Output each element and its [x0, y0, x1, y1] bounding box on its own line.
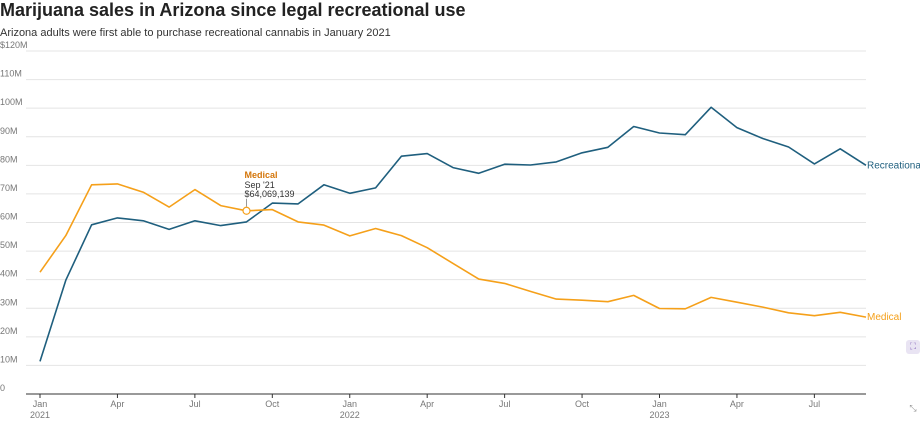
- expand-icon[interactable]: ⤡: [906, 402, 920, 416]
- y-tick-label: 50M: [0, 240, 18, 250]
- tooltip-marker: [242, 206, 251, 215]
- y-tick-label: 20M: [0, 326, 18, 336]
- x-tick-label: Jul: [809, 399, 821, 409]
- y-tick-label: 0: [0, 383, 5, 393]
- x-tick-label: Oct: [265, 399, 280, 409]
- axis-layer: 0 10M 20M 30M 40M 50M 60M 70M 80M 90M 100M 110M $120…: [0, 40, 866, 420]
- y-tick-label: 30M: [0, 297, 18, 307]
- x-tick-year-label: 2022: [340, 410, 360, 420]
- medical-series-label: Medical: [867, 312, 901, 323]
- x-tick-year-label: 2023: [649, 410, 669, 420]
- x-tick-label: Jan: [652, 399, 667, 409]
- y-tick-label: 100M: [0, 97, 23, 107]
- tooltip-date: Sep '21: [245, 180, 275, 190]
- y-tick-label: 60M: [0, 212, 18, 222]
- recreational-series-label: Recreational: [867, 160, 920, 171]
- x-tick-label: Apr: [730, 399, 744, 409]
- recreational-series-line[interactable]: [39, 106, 867, 362]
- x-tick-label: Jul: [499, 399, 511, 409]
- y-tick-label: $120M: [0, 40, 28, 50]
- x-tick-label: Jan: [342, 399, 357, 409]
- tooltip: Medical Sep '21 $64,069,139: [242, 170, 295, 215]
- chart-subtitle: Arizona adults were first able to purcha…: [0, 27, 391, 39]
- x-tick-year-label: 2021: [30, 410, 50, 420]
- y-tick-label: 80M: [0, 154, 18, 164]
- x-tick-label: Apr: [110, 399, 124, 409]
- y-tick-label: 40M: [0, 269, 18, 279]
- tooltip-value: $64,069,139: [245, 189, 295, 199]
- x-tick-label: Jul: [189, 399, 201, 409]
- grid-layer: [26, 50, 866, 366]
- x-tick-label: Apr: [420, 399, 434, 409]
- y-tick-label: 70M: [0, 183, 18, 193]
- fullscreen-icon[interactable]: ⛶: [906, 340, 920, 354]
- chart-title: Marijuana sales in Arizona since legal r…: [0, 0, 466, 20]
- y-tick-label: 10M: [0, 354, 18, 364]
- y-tick-label: 110M: [0, 69, 22, 79]
- medical-series-line[interactable]: [39, 183, 867, 318]
- tooltip-title: Medical: [245, 170, 278, 180]
- x-tick-label: Oct: [575, 399, 590, 409]
- series-layer: Recreational Medical: [39, 106, 920, 362]
- y-tick-label: 90M: [0, 126, 18, 136]
- x-tick-label: Jan: [33, 399, 48, 409]
